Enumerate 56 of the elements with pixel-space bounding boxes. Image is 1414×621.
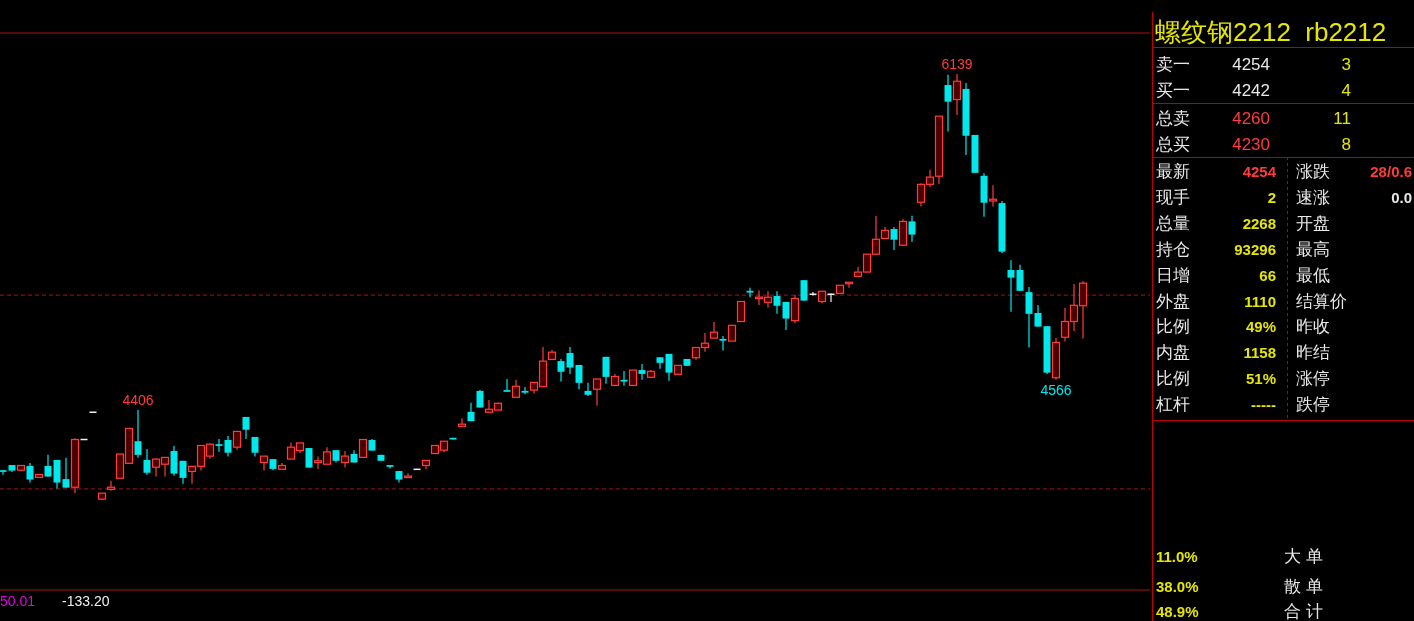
text: 11.0% <box>1156 548 1198 565</box>
text: 8 <box>1341 135 1351 154</box>
text: 结算价 <box>1296 291 1347 311</box>
text: 最低 <box>1296 265 1330 285</box>
text: 比例 <box>1156 369 1190 389</box>
text: 4254 <box>1232 55 1270 74</box>
text: 开盘 <box>1296 213 1330 233</box>
text: 4254 <box>1242 163 1277 180</box>
text: 内盘 <box>1156 343 1190 363</box>
text: 持仓 <box>1156 239 1190 259</box>
text: 28/0.6 <box>1370 163 1412 180</box>
text: 日增 <box>1156 265 1190 285</box>
annotation: 4406 <box>122 392 154 409</box>
text: 跌停 <box>1296 395 1330 415</box>
text: 38.0% <box>1156 578 1199 595</box>
text: 合 计 <box>1284 602 1323 621</box>
text: 最新 <box>1156 162 1190 181</box>
text: 93296 <box>1234 240 1276 258</box>
text: 总卖 <box>1155 109 1190 128</box>
text: 涨跌 <box>1296 162 1330 181</box>
text: 大 单 <box>1284 547 1323 566</box>
text: 1110 <box>1244 292 1276 310</box>
text: 总买 <box>1155 135 1190 154</box>
text: 昨结 <box>1296 343 1330 363</box>
text: 买一 <box>1156 81 1190 100</box>
text: 4 <box>1341 81 1351 100</box>
text: 2 <box>1267 188 1276 206</box>
text: 螺纹钢2212 rb2212 <box>1155 17 1387 47</box>
text: 48.9% <box>1156 603 1199 620</box>
text: 1158 <box>1243 344 1276 362</box>
text: 4260 <box>1232 109 1270 128</box>
text: 卖一 <box>1156 55 1190 74</box>
text: 2268 <box>1242 214 1276 232</box>
text: 速涨 <box>1296 187 1330 207</box>
text: 66 <box>1259 266 1276 284</box>
text: 11 <box>1333 109 1351 128</box>
text: ----- <box>1251 396 1276 414</box>
annotation: 4566 <box>1040 381 1072 398</box>
text: 50.01 <box>0 593 36 609</box>
text: 现手 <box>1156 187 1190 207</box>
text: 0.0 <box>1391 188 1412 206</box>
text: 比例 <box>1156 317 1190 337</box>
text: 昨收 <box>1296 317 1330 337</box>
text: 杠杆 <box>1155 395 1190 415</box>
text: 4242 <box>1232 81 1270 100</box>
text: 总量 <box>1155 213 1190 233</box>
text: 4230 <box>1232 135 1270 154</box>
text: 散 单 <box>1284 577 1323 596</box>
text: 51% <box>1245 370 1276 388</box>
text: -133.20 <box>62 593 110 609</box>
text: 3 <box>1341 55 1351 74</box>
text: 49% <box>1245 318 1276 336</box>
text: 涨停 <box>1296 369 1330 389</box>
annotation: 6139 <box>941 56 973 72</box>
text: 最高 <box>1296 239 1330 259</box>
text: 外盘 <box>1156 291 1190 311</box>
